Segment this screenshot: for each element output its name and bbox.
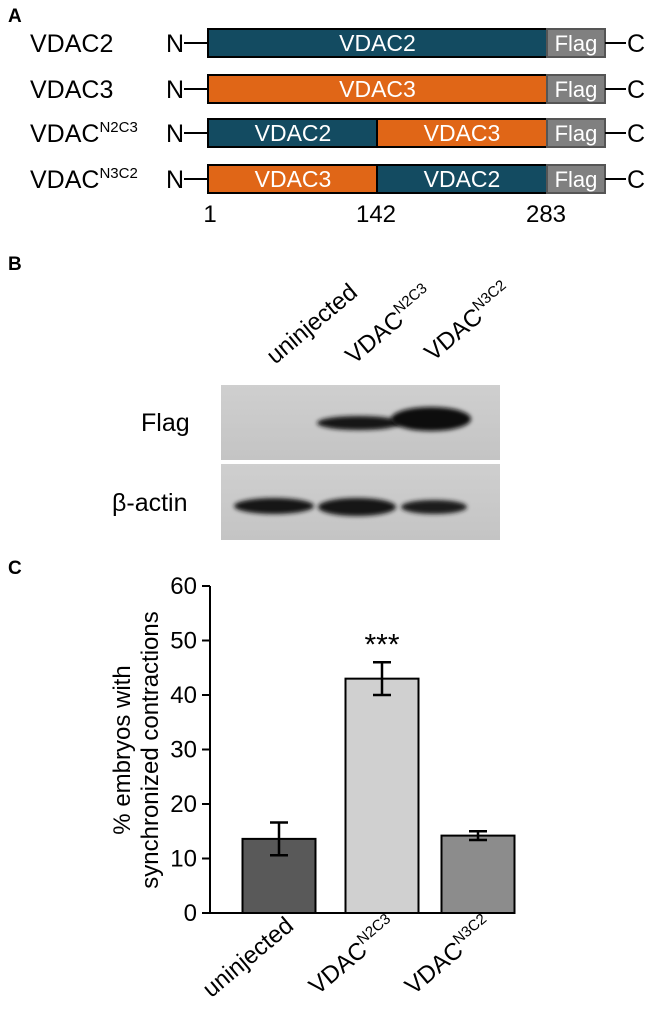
construct-label: VDACN3C2 [30, 165, 138, 194]
n-terminus-label: N [166, 166, 184, 194]
blot-band [234, 498, 314, 514]
western-blot: uninjected VDACN2C3 VDACN3C2 Flag β-acti… [112, 277, 517, 540]
construct-row-vdac3: VDAC3 N VDAC3 Flag C [30, 74, 645, 104]
x-tick-label: uninjected [198, 912, 299, 1003]
x-tick-label-sup: N2C3 [354, 910, 394, 948]
panel-a-letter: A [8, 6, 22, 27]
y-tick-label: 10 [170, 846, 197, 873]
n-terminus-label: N [166, 76, 184, 104]
c-terminus-label: C [627, 30, 645, 58]
blot-band [317, 416, 401, 430]
y-axis-title-line: % embryos with [109, 665, 136, 834]
y-tick-label: 60 [170, 573, 197, 600]
x-tick-label-sup: N3C2 [450, 910, 490, 948]
x-tick-label-base: uninjected [198, 912, 299, 1003]
domain-segment-label: VDAC2 [339, 30, 416, 56]
y-tick-label: 20 [170, 791, 197, 818]
panel-c-letter: C [8, 558, 22, 579]
panel-b-letter: B [8, 254, 22, 275]
construct-label: VDAC3 [30, 76, 113, 104]
n-terminus-label: N [166, 120, 184, 148]
position-label: 142 [356, 201, 396, 228]
blot-band [318, 498, 396, 516]
x-tick-label: VDACN3C2 [399, 910, 498, 1000]
domain-segment-label: VDAC3 [424, 120, 501, 146]
construct-row-vdac-n2c3: VDACN2C3 N VDAC2 VDAC3 Flag C [30, 118, 645, 148]
y-axis-title-line: synchronized contractions [137, 611, 164, 888]
c-terminus-label: C [627, 120, 645, 148]
blot-band [391, 407, 471, 431]
position-label: 1 [203, 201, 216, 228]
c-terminus-label: C [627, 166, 645, 194]
position-label: 283 [526, 201, 566, 228]
domain-construct-diagram: VDAC2 N VDAC2 Flag C VDAC3 N VDAC3 Flag … [30, 28, 645, 228]
significance-marker: *** [364, 628, 399, 661]
domain-segment-label: VDAC3 [339, 76, 416, 102]
domain-segment-label: VDAC2 [255, 120, 332, 146]
x-tick-label: VDACN2C3 [303, 910, 402, 1000]
y-axis-title: % embryos withsynchronized contractions [109, 611, 164, 888]
n-terminus-label: N [166, 30, 184, 58]
domain-segment [207, 74, 548, 104]
flag-tag-label: Flag [555, 31, 598, 56]
construct-label: VDAC2 [30, 30, 113, 58]
construct-row-vdac2: VDAC2 N VDAC2 Flag C [30, 28, 645, 58]
y-tick-label: 50 [170, 628, 197, 655]
flag-tag-label: Flag [555, 167, 598, 192]
c-terminus-label: C [627, 76, 645, 104]
flag-tag-label: Flag [555, 121, 598, 146]
y-tick-label: 0 [184, 900, 197, 927]
bar [440, 834, 516, 914]
y-tick-label: 40 [170, 682, 197, 709]
bar [344, 677, 420, 915]
construct-label: VDACN2C3 [30, 119, 138, 148]
domain-segment [207, 118, 378, 148]
domain-segment-label: VDAC3 [255, 166, 332, 192]
flag-tag-label: Flag [555, 77, 598, 102]
y-tick-label: 30 [170, 737, 197, 764]
flag-tag [546, 74, 606, 104]
blot-label-flag: Flag [141, 409, 190, 437]
flag-tag [546, 118, 606, 148]
domain-segment-label: VDAC2 [424, 166, 501, 192]
blot-band [401, 500, 467, 514]
blot-label-beta-actin: β-actin [112, 489, 188, 517]
construct-row-vdac-n3c2: VDACN3C2 N VDAC3 VDAC2 Flag C [30, 164, 645, 194]
lane-label-vdac-n3c2: VDACN3C2 [418, 277, 517, 367]
